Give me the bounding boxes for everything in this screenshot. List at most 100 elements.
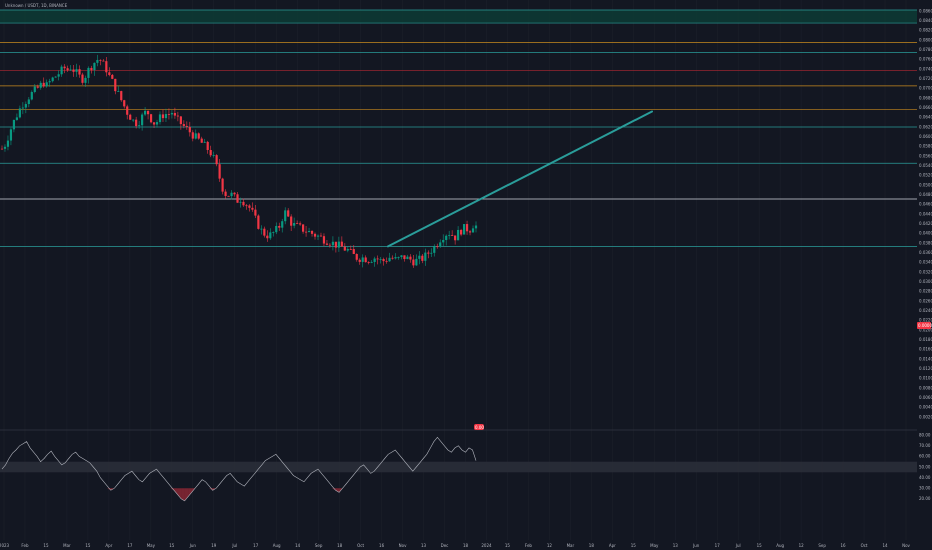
time-tick-label: 16 bbox=[841, 543, 847, 548]
candle-body bbox=[93, 62, 96, 71]
candle-body bbox=[185, 125, 188, 127]
time-tick-label: 16 bbox=[379, 543, 385, 548]
price-tick-label: 0.0120 bbox=[919, 366, 932, 371]
candle-body bbox=[242, 201, 245, 206]
price-tick-label: 0.0500 bbox=[919, 182, 932, 187]
candle-body bbox=[158, 114, 162, 123]
time-tick-label: Nov bbox=[399, 543, 407, 548]
candle-body bbox=[361, 257, 364, 262]
candle-body bbox=[188, 126, 191, 133]
candle-body bbox=[96, 59, 99, 63]
candle-body bbox=[63, 66, 66, 69]
candle-body bbox=[257, 215, 260, 229]
price-tick-label: 0.0560 bbox=[919, 153, 932, 158]
rsi-oversold-fill bbox=[181, 488, 185, 501]
price-tick-label: 0.0060 bbox=[919, 395, 932, 400]
time-tick-label: 19 bbox=[211, 543, 217, 548]
horizontal-levels bbox=[0, 9, 917, 247]
price-axis[interactable]: 0.0860 0.0840 0.0820 0.0800 0.0780 0.0760 0.07… bbox=[919, 8, 932, 419]
time-tick-label: 12 bbox=[547, 543, 553, 548]
time-tick-label: Aug bbox=[776, 543, 784, 548]
time-tick-label: 18 bbox=[463, 543, 469, 548]
rsi-tick-label: 80.00 bbox=[919, 433, 931, 438]
candle-body bbox=[358, 259, 361, 262]
time-tick-label: Apr bbox=[105, 543, 112, 548]
candle-body bbox=[331, 241, 335, 246]
candle-body bbox=[72, 69, 75, 72]
indicator-badge-label: 0.00 bbox=[475, 424, 484, 430]
price-tick-label: 0.0720 bbox=[919, 76, 932, 81]
price-tick-label: 0.0780 bbox=[919, 47, 932, 52]
candle-body bbox=[370, 261, 373, 263]
candle-body bbox=[412, 259, 415, 266]
candle-body bbox=[42, 82, 45, 87]
candle-body bbox=[325, 243, 329, 245]
candle-body bbox=[132, 119, 135, 121]
candle-body bbox=[138, 125, 141, 127]
candle-body bbox=[337, 241, 340, 248]
candle-body bbox=[313, 233, 317, 237]
price-tick-label: 0.0680 bbox=[919, 95, 932, 100]
candle-body bbox=[355, 253, 358, 260]
time-tick-label: 15 bbox=[169, 543, 175, 548]
time-tick-label: Feb bbox=[525, 543, 533, 548]
candle-body bbox=[236, 194, 239, 203]
time-tick-label: Jun bbox=[189, 543, 197, 548]
candle-body bbox=[319, 235, 323, 237]
rsi-tick-label: 70.00 bbox=[919, 443, 931, 448]
time-tick-label: 15 bbox=[85, 543, 91, 548]
price-tick-label: 0.0020 bbox=[919, 414, 932, 419]
rsi-line bbox=[1, 436, 477, 502]
candle-body bbox=[272, 232, 275, 233]
time-tick-label: 15 bbox=[505, 543, 511, 548]
candle-body bbox=[373, 258, 376, 262]
candle-body bbox=[471, 228, 475, 233]
candle-body bbox=[248, 205, 251, 208]
time-tick-label: 15 bbox=[43, 543, 49, 548]
candle-body bbox=[120, 91, 123, 101]
time-tick-label: Mar bbox=[567, 543, 575, 548]
candle-body bbox=[251, 207, 254, 210]
candle-body bbox=[84, 77, 87, 83]
time-tick-label: 14 bbox=[295, 543, 301, 548]
candle-body bbox=[468, 231, 472, 233]
candle-body bbox=[382, 259, 385, 262]
indicator-badge[interactable]: 0.00 bbox=[474, 424, 484, 430]
candle-body bbox=[6, 140, 10, 147]
candle-body bbox=[233, 192, 236, 195]
price-tick-label: 0.0180 bbox=[919, 337, 932, 342]
price-tick-label: 0.0380 bbox=[919, 240, 932, 245]
zone-rect bbox=[0, 10, 917, 24]
time-tick-label: Oct bbox=[861, 543, 868, 548]
candle-body bbox=[465, 224, 469, 232]
time-tick-label: 18 bbox=[589, 543, 595, 548]
candle-body bbox=[164, 114, 168, 119]
price-tick-label: 0.0260 bbox=[919, 298, 932, 303]
time-tick-label: Feb bbox=[21, 543, 29, 548]
price-tick-label: 0.0200 bbox=[919, 327, 932, 332]
candle-body bbox=[21, 107, 24, 109]
time-tick-label: 15 bbox=[757, 543, 763, 548]
price-tick-label: 0.0300 bbox=[919, 279, 932, 284]
time-tick-label: 17 bbox=[127, 543, 133, 548]
time-tick-label: 14 bbox=[882, 543, 888, 548]
candle-body bbox=[269, 232, 272, 239]
candle-body bbox=[459, 229, 463, 235]
time-axis[interactable]: 2023 Feb 15 Mar 15 Apr 17 May 15 Jun 19 Jul 17 Aug 14 S… bbox=[0, 543, 911, 548]
price-tick-label: 0.0580 bbox=[919, 144, 932, 149]
candle-body bbox=[15, 117, 19, 120]
candle-body bbox=[152, 122, 156, 125]
candle-body bbox=[454, 235, 457, 241]
candle-body bbox=[457, 229, 460, 241]
time-tick-label: 13 bbox=[421, 543, 427, 548]
candle-body bbox=[224, 191, 227, 196]
candle-body bbox=[117, 91, 120, 92]
rsi-axis: 80.00 70.00 60.00 50.00 40.00 30.00 20.00 bbox=[919, 433, 931, 502]
candle-body bbox=[212, 155, 215, 156]
candle-body bbox=[403, 255, 406, 260]
candle-body bbox=[75, 69, 78, 72]
resistance-zone bbox=[0, 10, 917, 24]
time-tick-label: Dec bbox=[441, 543, 449, 548]
candle-body bbox=[108, 72, 111, 75]
